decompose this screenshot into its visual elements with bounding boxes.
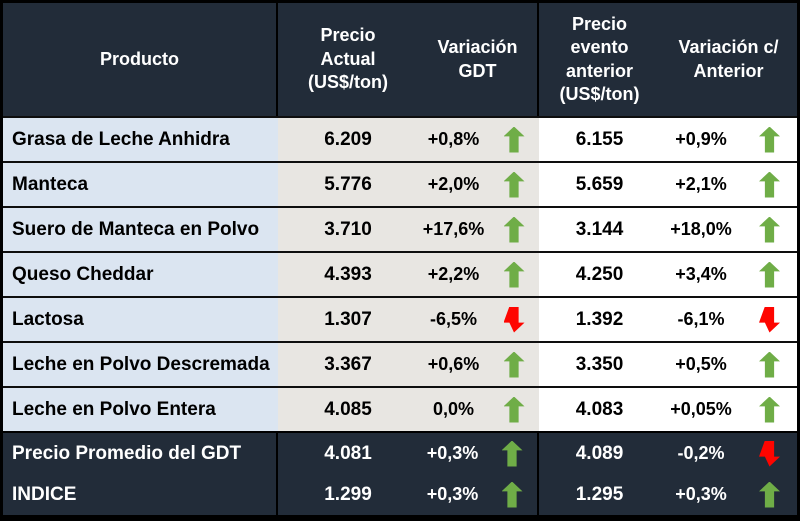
variacion-gdt-value: +0,3%: [426, 484, 479, 504]
table-row: Suero de Manteca en Polvo 3.710 +17,6% 3…: [3, 206, 797, 251]
table-row: Manteca 5.776 +2,0% 5.659 +2,1%: [3, 161, 797, 206]
trend-arrow-icon: [503, 261, 525, 288]
variacion-gdt-cell: +0,8%: [418, 118, 539, 161]
precio-anterior-cell: 1.392: [539, 298, 660, 341]
column-header-variacion-gdt: Variación GDT: [418, 3, 539, 116]
variacion-anterior-cell: +2,1%: [660, 163, 797, 206]
product-name-cell: Precio Promedio del GDT: [3, 433, 278, 474]
precio-actual-cell: 4.085: [278, 388, 418, 431]
variacion-gdt-cell: +17,6%: [418, 208, 539, 251]
product-name-cell: Leche en Polvo Descremada: [3, 343, 278, 386]
precio-anterior-cell: 1.295: [539, 474, 660, 515]
variacion-gdt-value: +17,6%: [422, 219, 485, 239]
variacion-gdt-cell: +0,3%: [418, 433, 539, 474]
precio-anterior-cell: 5.659: [539, 163, 660, 206]
trend-arrow-icon: [503, 306, 525, 333]
precio-anterior-cell: 4.250: [539, 253, 660, 296]
product-name-cell: Queso Cheddar: [3, 253, 278, 296]
table-row: Leche en Polvo Entera 4.085 0,0% 4.083 +…: [3, 386, 797, 431]
variacion-anterior-cell: -6,1%: [660, 298, 797, 341]
trend-arrow-icon: [759, 481, 780, 508]
variacion-anterior-value: +0,05%: [670, 399, 732, 419]
variacion-anterior-cell: +0,3%: [660, 474, 797, 515]
precio-anterior-cell: 3.350: [539, 343, 660, 386]
trend-arrow-icon: [503, 171, 525, 198]
precio-anterior-cell: 6.155: [539, 118, 660, 161]
variacion-anterior-cell: +18,0%: [660, 208, 797, 251]
variacion-anterior-value: +2,1%: [675, 174, 727, 194]
trend-arrow-icon: [759, 396, 780, 423]
variacion-gdt-value: 0,0%: [432, 399, 475, 419]
precio-actual-cell: 3.710: [278, 208, 418, 251]
variacion-gdt-cell: +0,3%: [418, 474, 539, 515]
trend-arrow-icon: [759, 306, 780, 333]
summary-row-indice: INDICE 1.299 +0,3% 1.295 +0,3%: [3, 474, 797, 515]
column-header-precio-anterior: Precio evento anterior (US$/ton): [559, 13, 640, 104]
precio-actual-cell: 4.081: [278, 433, 418, 474]
column-header-precio-actual: Precio Actual (US$/ton): [308, 25, 388, 93]
variacion-gdt-value: +0,6%: [427, 354, 480, 374]
trend-arrow-icon: [501, 481, 523, 508]
table-row: Leche en Polvo Descremada 3.367 +0,6% 3.…: [3, 341, 797, 386]
variacion-anterior-cell: +0,9%: [660, 118, 797, 161]
trend-arrow-icon: [503, 126, 525, 153]
variacion-anterior-value: +3,4%: [675, 264, 727, 284]
product-name-cell: Grasa de Leche Anhidra: [3, 118, 278, 161]
variacion-gdt-value: -6,5%: [429, 309, 478, 329]
variacion-gdt-cell: +2,0%: [418, 163, 539, 206]
precio-anterior-cell: 4.083: [539, 388, 660, 431]
trend-arrow-icon: [759, 216, 780, 243]
trend-arrow-icon: [503, 216, 525, 243]
variacion-anterior-value: -0,2%: [677, 443, 725, 463]
precio-anterior-cell: 4.089: [539, 433, 660, 474]
variacion-anterior-value: +18,0%: [670, 219, 732, 239]
variacion-anterior-cell: -0,2%: [660, 433, 797, 474]
column-header-variacion-anterior: Variación c/ Anterior: [678, 37, 779, 81]
precio-actual-cell: 4.393: [278, 253, 418, 296]
trend-arrow-icon: [759, 171, 780, 198]
product-name-cell: Manteca: [3, 163, 278, 206]
trend-arrow-icon: [503, 396, 525, 423]
product-name-cell: Lactosa: [3, 298, 278, 341]
variacion-gdt-cell: -6,5%: [418, 298, 539, 341]
variacion-anterior-value: +0,9%: [675, 129, 727, 149]
variacion-gdt-cell: 0,0%: [418, 388, 539, 431]
table-header-row: Producto Precio Actual (US$/ton) Variaci…: [3, 3, 797, 116]
trend-arrow-icon: [501, 440, 523, 467]
variacion-anterior-cell: +0,05%: [660, 388, 797, 431]
column-header-producto: Producto: [3, 3, 278, 116]
trend-arrow-icon: [759, 126, 780, 153]
table-row: Lactosa 1.307 -6,5% 1.392 -6,1%: [3, 296, 797, 341]
table-row: Grasa de Leche Anhidra 6.209 +0,8% 6.155…: [3, 116, 797, 161]
precio-actual-cell: 6.209: [278, 118, 418, 161]
precio-actual-cell: 3.367: [278, 343, 418, 386]
precio-actual-cell: 1.307: [278, 298, 418, 341]
precio-actual-cell: 1.299: [278, 474, 418, 515]
trend-arrow-icon: [503, 351, 525, 378]
trend-arrow-icon: [759, 351, 780, 378]
precio-anterior-cell: 3.144: [539, 208, 660, 251]
table-row: Queso Cheddar 4.393 +2,2% 4.250 +3,4%: [3, 251, 797, 296]
trend-arrow-icon: [759, 440, 780, 467]
variacion-gdt-value: +2,2%: [427, 264, 480, 284]
variacion-gdt-value: +2,0%: [427, 174, 480, 194]
variacion-gdt-cell: +0,6%: [418, 343, 539, 386]
summary-row-promedio: Precio Promedio del GDT 4.081 +0,3% 4.08…: [3, 431, 797, 474]
variacion-anterior-value: -6,1%: [677, 309, 725, 329]
product-name-cell: INDICE: [3, 474, 278, 515]
product-name-cell: Suero de Manteca en Polvo: [3, 208, 278, 251]
variacion-gdt-value: +0,8%: [427, 129, 480, 149]
product-name-cell: Leche en Polvo Entera: [3, 388, 278, 431]
trend-arrow-icon: [759, 261, 780, 288]
variacion-gdt-value: +0,3%: [426, 443, 479, 463]
variacion-anterior-value: +0,5%: [675, 354, 727, 374]
variacion-gdt-cell: +2,2%: [418, 253, 539, 296]
variacion-anterior-cell: +0,5%: [660, 343, 797, 386]
variacion-anterior-value: +0,3%: [675, 484, 727, 504]
variacion-anterior-cell: +3,4%: [660, 253, 797, 296]
precio-actual-cell: 5.776: [278, 163, 418, 206]
